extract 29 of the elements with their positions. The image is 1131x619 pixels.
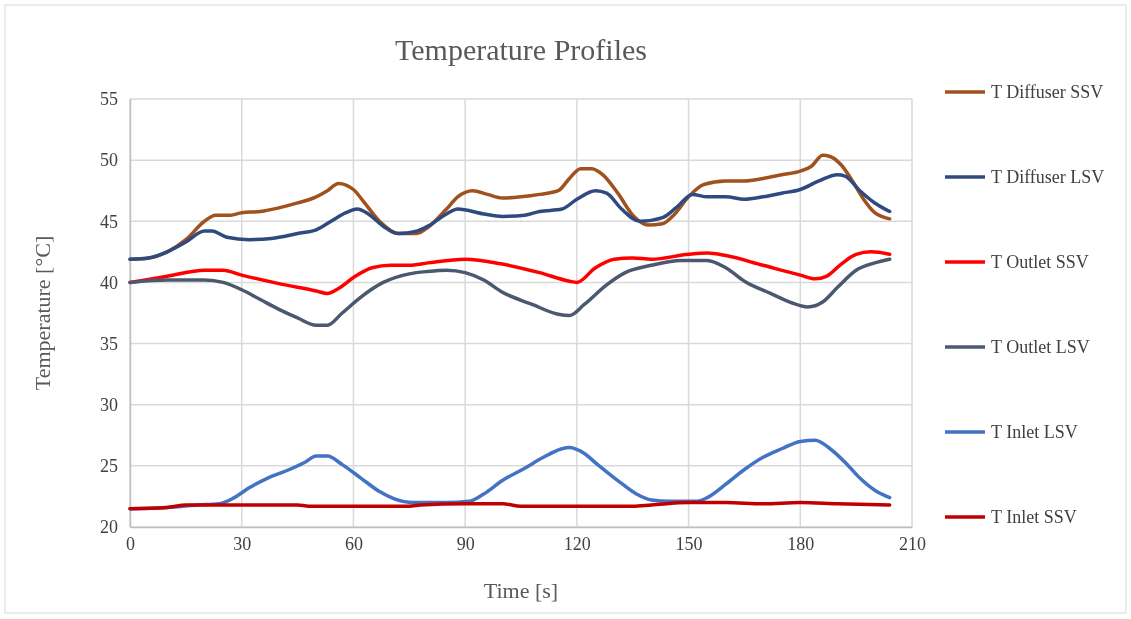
y-tick-label: 35 — [100, 333, 118, 354]
y-axis-title: Temperature [°C] — [30, 235, 55, 391]
x-tick-label: 90 — [456, 533, 475, 554]
legend-label: T Diffuser SSV — [991, 82, 1104, 102]
x-tick-label: 60 — [344, 533, 363, 554]
y-tick-label: 55 — [100, 89, 118, 110]
y-tick-label: 40 — [100, 272, 118, 293]
line-series — [128, 257, 892, 327]
x-tick-label: 180 — [787, 533, 815, 554]
x-axis-title: Time [s] — [483, 578, 559, 603]
y-tick-label: 20 — [100, 517, 118, 538]
chart-title: Temperature Profiles — [395, 33, 647, 66]
legend-label: T Diffuser LSV — [991, 167, 1105, 187]
y-tick-label: 30 — [100, 394, 118, 415]
x-tick-label: 30 — [233, 533, 252, 554]
x-tick-label: 150 — [675, 533, 703, 554]
line-series — [128, 500, 892, 511]
legend-label: T Inlet LSV — [991, 422, 1078, 442]
y-tick-label: 45 — [100, 211, 118, 232]
x-tick-label: 210 — [899, 533, 926, 554]
x-tick-label: 0 — [126, 533, 135, 554]
y-tick-label: 25 — [100, 456, 118, 477]
line-series — [128, 250, 892, 296]
x-tick-label: 120 — [563, 533, 591, 554]
line-series — [128, 173, 892, 261]
y-tick-label: 50 — [100, 150, 118, 171]
legend-label: T Outlet SSV — [991, 252, 1089, 272]
legend-label: T Outlet LSV — [991, 337, 1090, 357]
legend-label: T Inlet SSV — [991, 507, 1077, 527]
